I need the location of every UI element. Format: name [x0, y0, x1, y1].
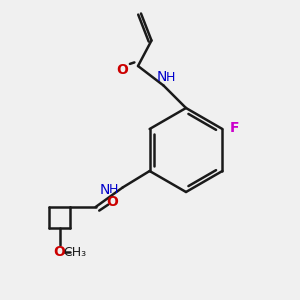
Text: O: O [116, 64, 128, 77]
Text: N: N [99, 183, 110, 197]
Text: O: O [106, 196, 118, 209]
Text: H: H [108, 183, 118, 196]
Text: N: N [156, 70, 167, 84]
Text: F: F [230, 121, 240, 134]
Text: CH₃: CH₃ [63, 245, 86, 259]
Text: H: H [165, 70, 175, 84]
Text: O: O [54, 245, 66, 259]
